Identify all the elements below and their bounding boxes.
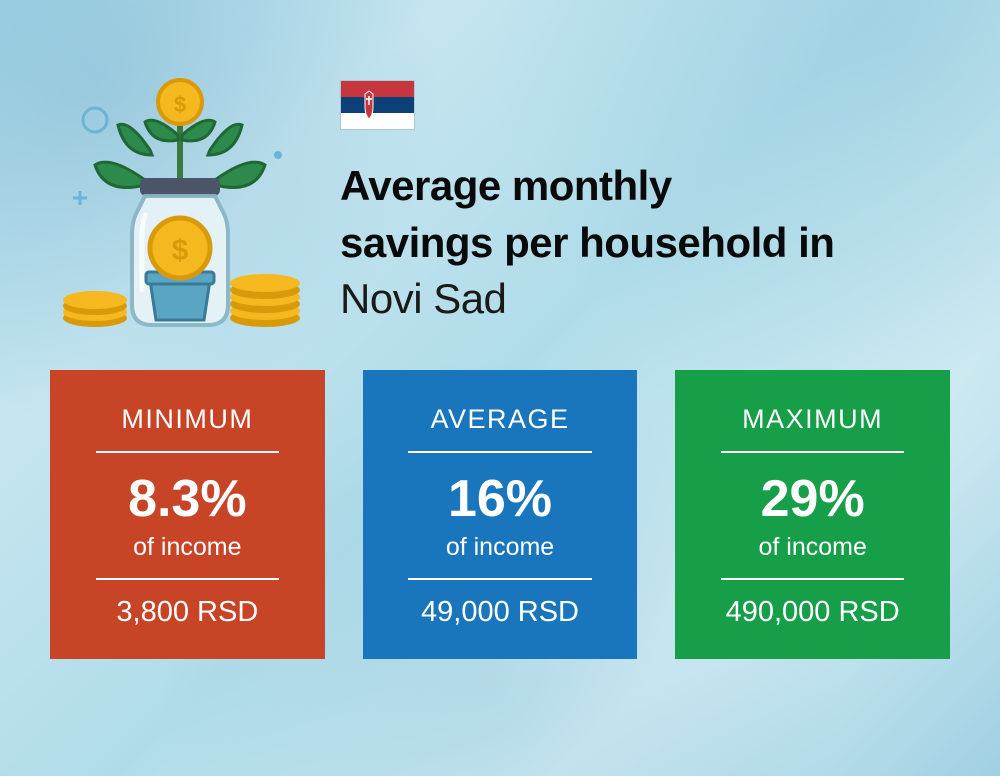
- header-text-block: Average monthly savings per household in…: [340, 60, 950, 328]
- savings-jar-icon: $ $: [50, 60, 310, 340]
- card-percent: 8.3%: [70, 469, 305, 529]
- title-line-2: savings per household in: [340, 219, 834, 266]
- title-city: Novi Sad: [340, 275, 506, 322]
- card-sub: of income: [695, 533, 930, 562]
- card-label: MAXIMUM: [695, 404, 930, 435]
- stat-cards-row: MINIMUM 8.3% of income 3,800 RSD AVERAGE…: [0, 360, 1000, 709]
- card-amount: 49,000 RSD: [383, 596, 618, 629]
- card-divider: [408, 578, 591, 580]
- card-percent: 16%: [383, 469, 618, 529]
- card-sub: of income: [383, 533, 618, 562]
- stat-card-average: AVERAGE 16% of income 49,000 RSD: [363, 370, 638, 659]
- card-percent: 29%: [695, 469, 930, 529]
- flag-emblem-icon: [359, 89, 379, 121]
- card-amount: 3,800 RSD: [70, 596, 305, 629]
- svg-text:$: $: [174, 92, 186, 117]
- card-divider: [96, 578, 279, 580]
- card-divider: [721, 451, 904, 453]
- card-divider: [408, 451, 591, 453]
- stat-card-minimum: MINIMUM 8.3% of income 3,800 RSD: [50, 370, 325, 659]
- title-line-1: Average monthly: [340, 162, 672, 209]
- card-label: MINIMUM: [70, 404, 305, 435]
- card-sub: of income: [70, 533, 305, 562]
- savings-jar-illustration: $ $: [50, 60, 310, 340]
- header-section: $ $ Average month: [0, 0, 1000, 360]
- page-title: Average monthly savings per household in…: [340, 158, 950, 328]
- svg-text:$: $: [172, 234, 189, 267]
- card-label: AVERAGE: [383, 404, 618, 435]
- serbia-flag-icon: [340, 80, 415, 130]
- card-divider: [96, 451, 279, 453]
- stat-card-maximum: MAXIMUM 29% of income 490,000 RSD: [675, 370, 950, 659]
- card-amount: 490,000 RSD: [695, 596, 930, 629]
- card-divider: [721, 578, 904, 580]
